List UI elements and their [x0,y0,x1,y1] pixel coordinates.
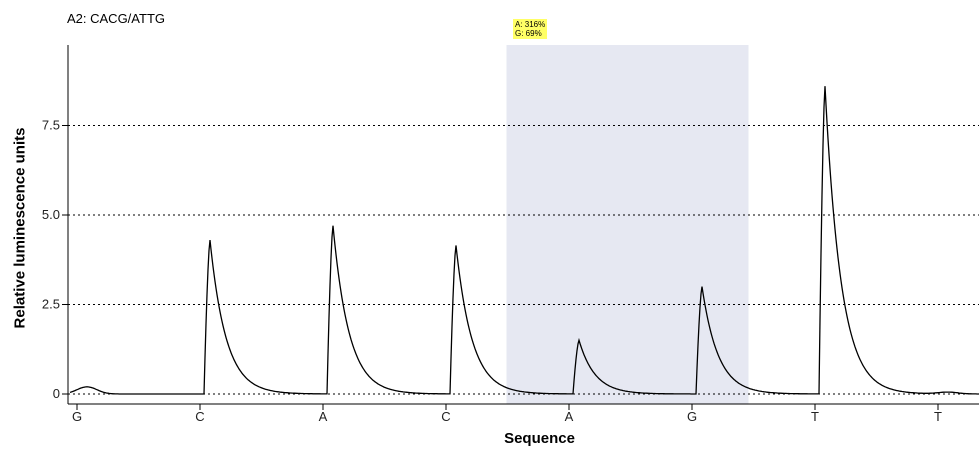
x-tick-label: A [565,409,574,424]
signal-trace [69,86,979,395]
y-tick-label: 2.5 [42,297,60,312]
y-tick-label: 7.5 [42,118,60,133]
y-tick-label: 5.0 [42,207,60,222]
annotation-line-a: A: 316% [515,20,546,29]
x-tick-label: T [934,409,942,424]
chart-title: A2: CACG/ATTG [67,11,165,26]
y-tick-label: 0 [53,386,60,401]
x-tick-label: G [687,409,697,424]
x-tick-label: A [319,409,328,424]
x-tick-label: G [72,409,82,424]
y-axis-label: Relative luminescence units [11,127,29,329]
highlight-band [506,45,749,404]
x-axis-label: Sequence [504,430,575,447]
annotation-line-g: G: 69% [515,29,542,38]
x-tick-label: T [811,409,819,424]
x-tick-label: C [441,409,450,424]
x-tick-label: C [195,409,204,424]
highlight-annotation: A: 316% G: 69% [513,19,548,39]
